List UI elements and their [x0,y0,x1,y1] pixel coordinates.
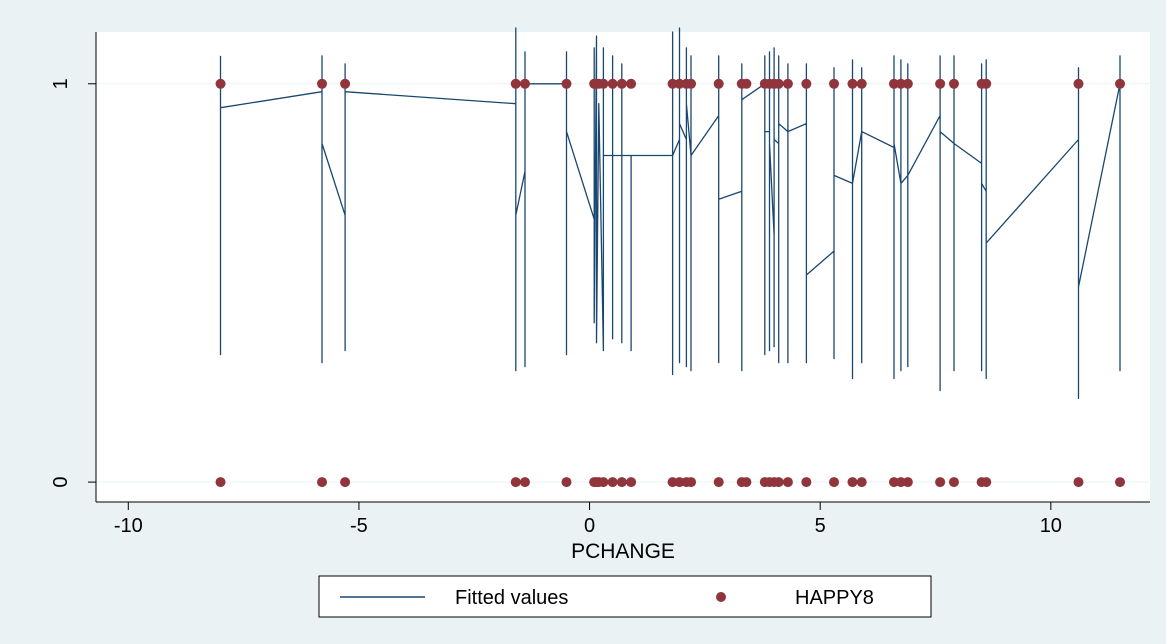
happy8-point [782,477,793,488]
x-tick-label: 0 [584,515,595,537]
x-ticks: -10 -5 0 5 10 [114,502,1062,537]
happy8-point [510,78,521,89]
y-tick-label: 0 [50,477,72,488]
happy8-point [607,477,618,488]
x-axis-label: PCHANGE [571,540,675,563]
happy8-point [317,78,328,89]
happy8-point [616,78,627,89]
happy8-point [847,78,858,89]
happy8-point [519,78,530,89]
happy8-point [981,78,992,89]
happy8-point [686,477,697,488]
happy8-point [801,477,812,488]
fitted-values-line [219,27,1121,400]
happy8-point [773,477,784,488]
x-tick-label: -10 [114,515,143,537]
happy8-series [215,78,1126,488]
happy8-point [713,78,724,89]
happy8-point [519,477,530,488]
happy8-point [888,477,899,488]
legend-happy8-marker [716,592,726,602]
happy8-point [935,477,946,488]
happy8-point [626,477,637,488]
x-tick-label: 10 [1040,515,1062,537]
happy8-point [773,78,784,89]
happy8-point [902,78,913,89]
happy8-point [561,78,572,89]
happy8-point [674,78,685,89]
fitted-values-series [219,27,1121,400]
happy8-point [215,477,226,488]
happy8-point [847,477,858,488]
legend-fitted-label: Fitted values [455,587,568,609]
happy8-point [598,477,609,488]
happy8-point [317,477,328,488]
happy8-point [1073,477,1084,488]
happy8-point [598,78,609,89]
axes [95,32,1150,503]
happy8-point [667,78,678,89]
happy8-point [340,78,351,89]
x-tick-label: 5 [815,515,826,537]
happy8-point [829,78,840,89]
y-tick-label: 1 [50,78,72,89]
happy8-point [948,477,959,488]
happy8-point [215,78,226,89]
happy8-point [856,477,867,488]
legend: Fitted values HAPPY8 [318,575,932,618]
happy8-point [856,78,867,89]
happy8-point [895,78,906,89]
happy8-point [340,477,351,488]
happy8-point [888,78,899,89]
happy8-point [1115,477,1126,488]
happy8-point [510,477,521,488]
happy8-point [674,477,685,488]
happy8-point [561,477,572,488]
happy8-point [607,78,618,89]
plot-area [96,32,1150,502]
happy8-point [626,78,637,89]
happy8-point [667,477,678,488]
happy8-point [741,78,752,89]
happy8-point [895,477,906,488]
happy8-point [981,477,992,488]
happy8-point [935,78,946,89]
happy8-point [616,477,627,488]
happy8-point [782,78,793,89]
legend-happy8-label: HAPPY8 [795,587,874,609]
happy8-point [1115,78,1126,89]
happy8-point [801,78,812,89]
y-ticks: 01 [50,78,96,488]
happy8-point [829,477,840,488]
happy8-point [713,477,724,488]
happy8-point [1073,78,1084,89]
x-tick-label: -5 [350,515,368,537]
happy8-point [948,78,959,89]
happy8-point [741,477,752,488]
happy8-point [686,78,697,89]
happy8-point [902,477,913,488]
